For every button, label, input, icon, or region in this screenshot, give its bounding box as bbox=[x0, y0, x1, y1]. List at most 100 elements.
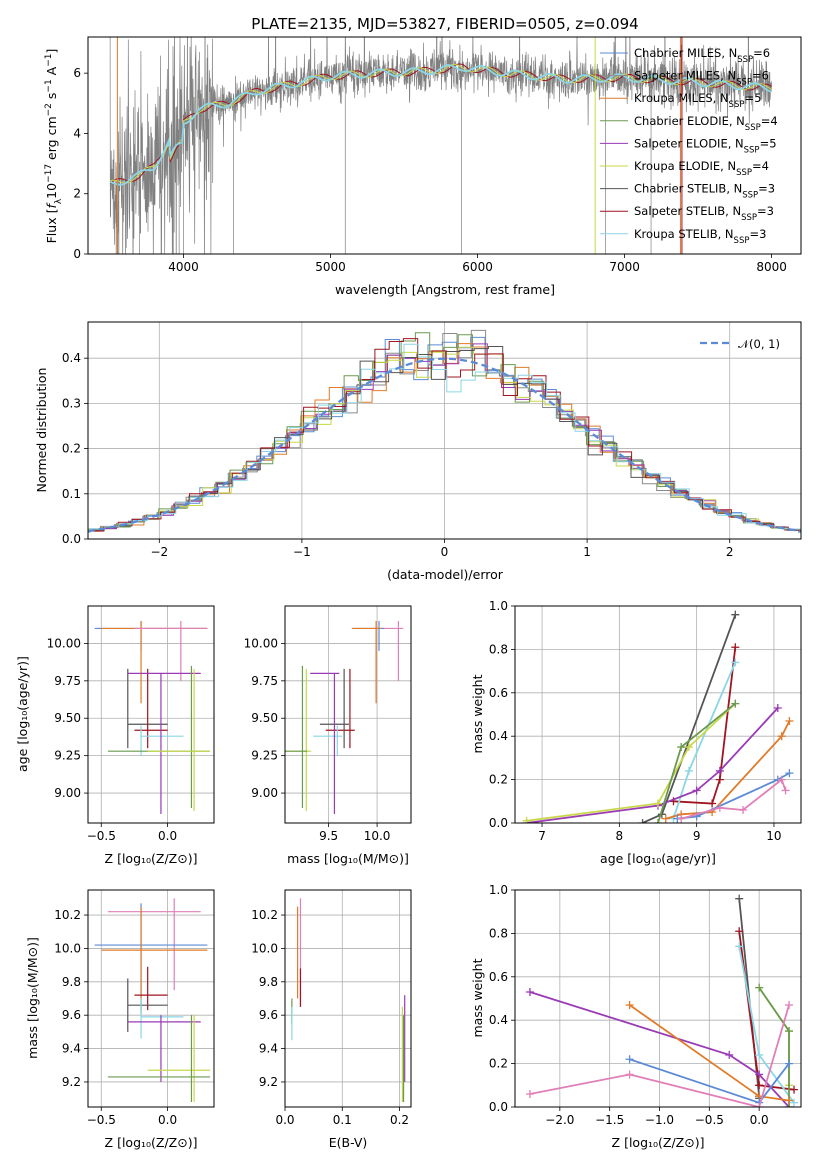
age_vs_Z-xtick-label: −0.5 bbox=[87, 829, 116, 843]
spectrum-xtick-label: 5000 bbox=[315, 260, 346, 274]
mass-weight-marker bbox=[522, 816, 531, 823]
spectrum-model-line bbox=[109, 63, 772, 184]
age_vs_Z-frame bbox=[87, 605, 215, 824]
mass-vs-Z-xlabel: Z [log₁₀(Z/Z⊙)] bbox=[105, 1135, 198, 1150]
residuals-xtick-label: 0 bbox=[441, 545, 449, 559]
spectrum-xtick-label: 8000 bbox=[756, 260, 787, 274]
spectrum-xtick-label: 7000 bbox=[609, 260, 640, 274]
spectrum-ylabel-part: −1 bbox=[44, 79, 54, 92]
mass-weight-marker bbox=[781, 786, 790, 795]
spectrum-frame bbox=[87, 36, 802, 255]
spectrum-legend-entry: Chabrier STELIB, NSSP=3 bbox=[634, 182, 775, 201]
age_vs_mass-xtick-label: 9.5 bbox=[319, 829, 338, 843]
mass-weight-marker bbox=[790, 1098, 799, 1107]
chart-layer: 4000 5000 6000 7000 8000 0 2 4 6 Chabrier MILES, … bbox=[15, 36, 802, 1150]
weight-vs-age-xlabel: age [log₁₀(age/yr)] bbox=[600, 851, 716, 866]
mass-weight-marker bbox=[525, 987, 534, 996]
spectrum-ytick-label: 0 bbox=[73, 247, 81, 261]
mass_vs_ebv-ytick-label: 10.0 bbox=[251, 941, 278, 955]
legend-entry-value: =6 bbox=[752, 69, 769, 83]
age_vs_mass-ytick-label: 9.25 bbox=[251, 749, 278, 763]
mass-vs-Z-ylabel: mass [log₁₀(M/M⊙)] bbox=[25, 937, 40, 1059]
mass_vs_Z-ytick-label: 9.8 bbox=[62, 975, 81, 989]
legend-entry-sub: SSP bbox=[745, 123, 761, 133]
weight_vs_age-ytick-label: 0.8 bbox=[489, 642, 508, 656]
legend-entry-value: =3 bbox=[749, 227, 766, 241]
age_vs_Z-ytick-label: 10.00 bbox=[47, 636, 81, 650]
weight_vs_age-ytick-label: 0.6 bbox=[489, 686, 508, 700]
age_vs_mass-ytick-label: 9.50 bbox=[251, 711, 278, 725]
weight_vs_Z-ytick-label: 0.6 bbox=[489, 970, 508, 984]
weight_vs_age-plot-area bbox=[515, 606, 801, 823]
mass-weight-marker bbox=[715, 775, 724, 784]
legend-entry-label: Kroupa STELIB, N bbox=[634, 227, 734, 241]
spectrum-ytick-label: 6 bbox=[73, 66, 81, 80]
age_vs_Z-ytick-label: 9.50 bbox=[54, 711, 81, 725]
mass-weight-marker bbox=[661, 814, 670, 823]
mass-weight-marker bbox=[684, 766, 693, 775]
mass-weight-marker bbox=[638, 819, 647, 823]
weight_vs_Z-ytick-label: 0.4 bbox=[489, 1013, 508, 1027]
mass_vs_Z-ytick-label: 9.2 bbox=[62, 1075, 81, 1089]
mass-weight-series bbox=[529, 1004, 790, 1107]
residuals-xtick-label: −1 bbox=[293, 545, 311, 559]
legend-entry-label: Chabrier ELODIE, N bbox=[634, 114, 745, 128]
mass-weight-marker bbox=[785, 1059, 794, 1068]
mass_vs_Z-xtick-label: −0.5 bbox=[87, 1113, 116, 1127]
age-vs-mass-xlabel: mass [log₁₀(M/M⊙)] bbox=[287, 851, 409, 866]
mass_vs_ebv-ytick-label: 9.6 bbox=[259, 1008, 278, 1022]
spectrum-xtick-label: 4000 bbox=[168, 260, 199, 274]
mass-weight-marker bbox=[654, 799, 662, 808]
mass-weight-marker bbox=[785, 769, 794, 778]
spectrum-legend-entry: Salpeter ELODIE, NSSP=5 bbox=[634, 136, 777, 155]
legend-entry-value: =3 bbox=[757, 204, 774, 218]
weight_vs_age-frame bbox=[514, 605, 802, 824]
weight_vs_Z-xtick-label: −0.5 bbox=[695, 1113, 724, 1127]
residuals-xtick-label: −2 bbox=[150, 545, 168, 559]
legend-entry-sub: SSP bbox=[729, 100, 745, 110]
age_vs_mass-xtick-label: 10.0 bbox=[364, 829, 391, 843]
residuals-xlabel: (data-model)/error bbox=[387, 567, 504, 582]
age_vs_mass-plot-area bbox=[285, 606, 411, 823]
residuals-ytick-label: 0.1 bbox=[62, 487, 81, 501]
mass-weight-marker bbox=[731, 610, 740, 619]
mass_vs_ebv-plot-area bbox=[285, 890, 411, 1107]
mass-weight-marker bbox=[790, 1085, 799, 1094]
mass-weight-marker bbox=[755, 1070, 764, 1079]
legend-entry-label: Salpeter STELIB, N bbox=[634, 204, 741, 218]
mass-weight-marker bbox=[625, 1055, 634, 1064]
mass-weight-marker bbox=[654, 819, 662, 823]
residuals-ytick-label: 0.0 bbox=[62, 532, 81, 546]
mass-weight-marker bbox=[715, 766, 724, 775]
spectrum-model-line bbox=[109, 64, 772, 186]
spectrum-ylabel-part: Flux [ bbox=[44, 209, 59, 244]
mass-weight-marker bbox=[725, 1050, 734, 1059]
mass-weight-marker bbox=[755, 1081, 764, 1090]
weight_vs_Z-ytick-label: 0.0 bbox=[489, 1100, 508, 1114]
mass-weight-series bbox=[665, 720, 791, 820]
legend-entry-sub: SSP bbox=[734, 236, 750, 246]
mass-weight-marker bbox=[739, 805, 748, 814]
age_vs_Z-xtick-label: 0.0 bbox=[158, 829, 177, 843]
spectrum-plot-area bbox=[109, 37, 772, 254]
legend-entry-sub: SSP bbox=[737, 55, 753, 65]
mass_vs_Z-ytick-label: 10.0 bbox=[54, 941, 81, 955]
weight_vs_age-xtick-label: 7 bbox=[538, 829, 546, 843]
mass-weight-marker bbox=[625, 1001, 634, 1010]
spectrum-xlabel: wavelength [Angstrom, rest frame] bbox=[335, 282, 555, 297]
weight_vs_age-ytick-label: 1.0 bbox=[489, 599, 508, 613]
mass-weight-marker bbox=[735, 942, 744, 951]
mass_vs_ebv-ytick-label: 9.4 bbox=[259, 1042, 278, 1056]
mass-weight-marker bbox=[773, 703, 782, 712]
age_vs_Z-plot-area bbox=[88, 606, 214, 823]
mass-weight-marker bbox=[785, 1001, 794, 1010]
age_vs_Z-ytick-label: 9.00 bbox=[54, 786, 81, 800]
age_vs_mass-ytick-label: 9.75 bbox=[251, 674, 278, 688]
mass_vs_Z-ytick-label: 9.6 bbox=[62, 1008, 81, 1022]
mass_vs_ebv-frame bbox=[284, 889, 412, 1108]
residuals-plot-area bbox=[88, 322, 801, 539]
mass-weight-series bbox=[673, 647, 737, 805]
legend-entry-label: Kroupa MILES, N bbox=[634, 91, 729, 105]
mass-vs-ebv-xlabel: E(B-V) bbox=[329, 1135, 368, 1150]
